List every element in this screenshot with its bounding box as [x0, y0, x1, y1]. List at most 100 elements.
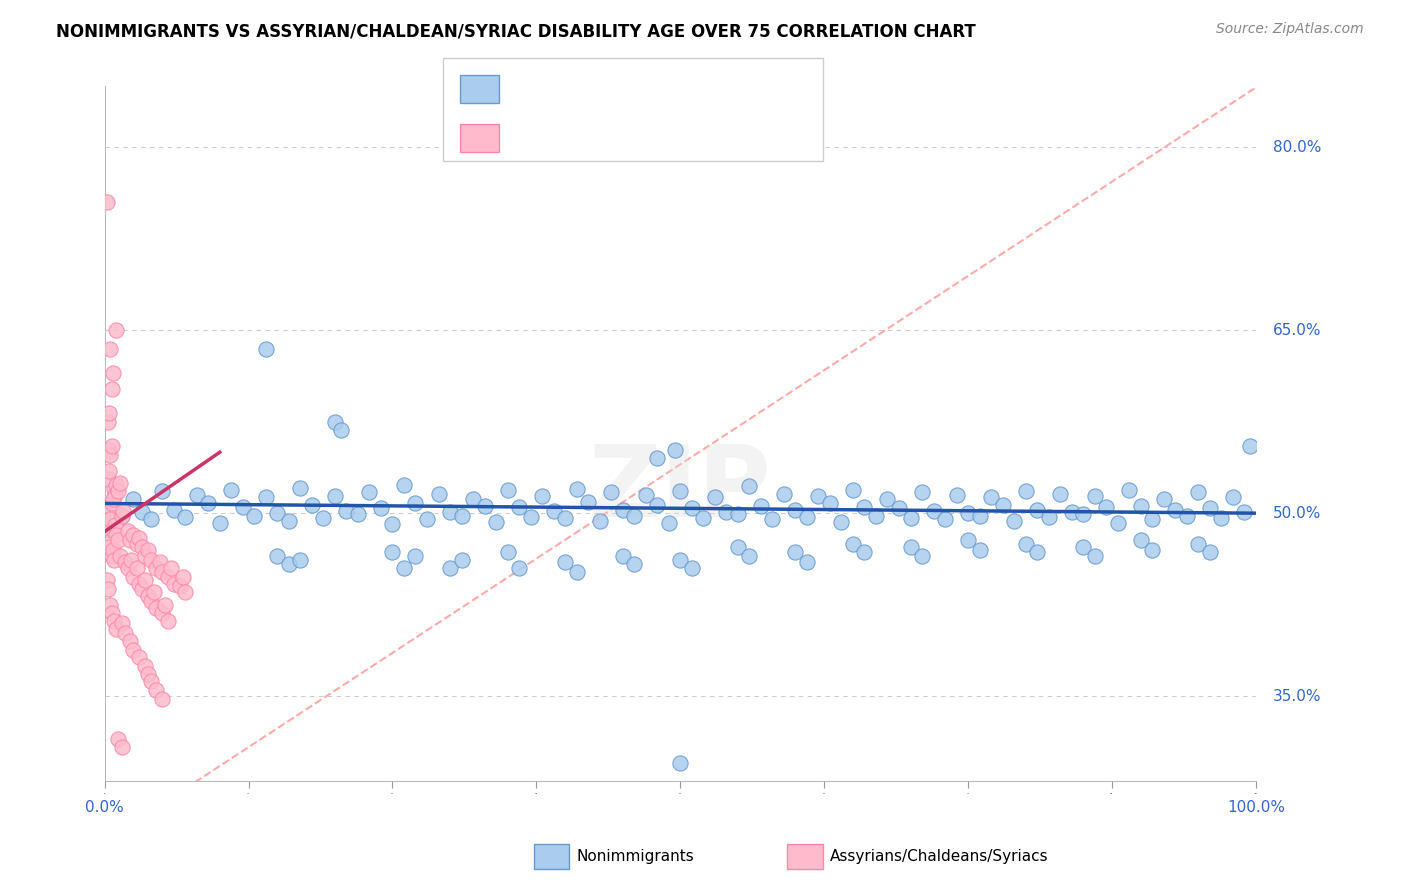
Point [922, 504, 945, 518]
Point [104, 518, 127, 533]
Point [664, 442, 686, 457]
Point [149, 555, 172, 569]
Text: 0.0%: 0.0% [86, 800, 124, 814]
Point [589, 514, 612, 528]
Point [761, 512, 783, 526]
Point [1142, 512, 1164, 526]
Point [169, 579, 191, 593]
Point [120, 552, 142, 566]
Point [623, 508, 645, 523]
Point [427, 486, 450, 500]
Point [842, 537, 865, 551]
Point [134, 658, 156, 673]
Point [156, 569, 179, 583]
Point [1071, 541, 1094, 555]
Point [785, 545, 807, 559]
Point [727, 508, 749, 522]
Point [243, 508, 266, 523]
Point [117, 524, 139, 539]
Point [554, 511, 576, 525]
Point [105, 622, 128, 636]
Point [98, 463, 121, 477]
Point [125, 537, 148, 551]
Point [1187, 537, 1209, 551]
Point [969, 542, 991, 557]
Text: Nonimmigrants: Nonimmigrants [576, 849, 695, 863]
Point [842, 483, 865, 497]
Point [1026, 502, 1049, 516]
Point [461, 491, 484, 506]
Point [796, 509, 818, 524]
Point [692, 511, 714, 525]
Text: 0.133: 0.133 [555, 129, 603, 147]
Point [100, 448, 122, 462]
Point [163, 577, 186, 591]
Point [991, 498, 1014, 512]
Point [1187, 485, 1209, 500]
Point [531, 489, 554, 503]
Point [145, 601, 167, 615]
Point [266, 549, 288, 563]
Text: NONIMMIGRANTS VS ASSYRIAN/CHALDEAN/SYRIAC DISABILITY AGE OVER 75 CORRELATION CHA: NONIMMIGRANTS VS ASSYRIAN/CHALDEAN/SYRIA… [56, 22, 976, 40]
Point [266, 506, 288, 520]
Point [439, 505, 461, 519]
Point [97, 582, 120, 596]
Point [359, 485, 381, 500]
Point [103, 500, 125, 514]
Point [1026, 545, 1049, 559]
Point [1049, 486, 1071, 500]
Point [131, 541, 153, 555]
Point [97, 516, 120, 530]
Point [98, 442, 121, 457]
Text: ZIP: ZIP [589, 441, 772, 537]
Point [392, 478, 415, 492]
Point [335, 504, 357, 518]
Point [623, 558, 645, 572]
Point [114, 625, 136, 640]
Point [934, 512, 956, 526]
Point [98, 521, 121, 535]
Point [439, 561, 461, 575]
Point [122, 528, 145, 542]
Point [1060, 505, 1083, 519]
Point [97, 545, 120, 559]
Point [145, 561, 167, 575]
Point [103, 482, 125, 496]
Point [156, 614, 179, 628]
Point [125, 561, 148, 575]
Point [416, 512, 439, 526]
Point [1014, 484, 1036, 499]
Point [543, 504, 565, 518]
Point [101, 366, 124, 380]
Point [114, 555, 136, 569]
Point [669, 484, 692, 499]
Point [1211, 511, 1233, 525]
Point [1142, 542, 1164, 557]
Point [101, 542, 124, 557]
Point [111, 508, 134, 523]
Point [853, 545, 876, 559]
Point [381, 545, 404, 559]
Point [97, 472, 120, 486]
Point [128, 577, 150, 591]
Point [100, 606, 122, 620]
Point [150, 606, 173, 620]
Text: 35.0%: 35.0% [1272, 689, 1322, 704]
Point [1175, 508, 1198, 523]
Point [1233, 505, 1256, 519]
Point [508, 561, 530, 575]
Point [100, 342, 122, 356]
Text: 100.0%: 100.0% [1227, 800, 1285, 814]
Point [143, 585, 166, 599]
Point [138, 667, 160, 681]
Point [1071, 508, 1094, 522]
Point [658, 516, 681, 530]
Point [139, 594, 162, 608]
Point [160, 561, 183, 575]
Point [796, 555, 818, 569]
Point [139, 674, 162, 689]
Point [450, 552, 472, 566]
Point [100, 512, 122, 526]
Point [911, 485, 934, 500]
Point [101, 491, 124, 506]
